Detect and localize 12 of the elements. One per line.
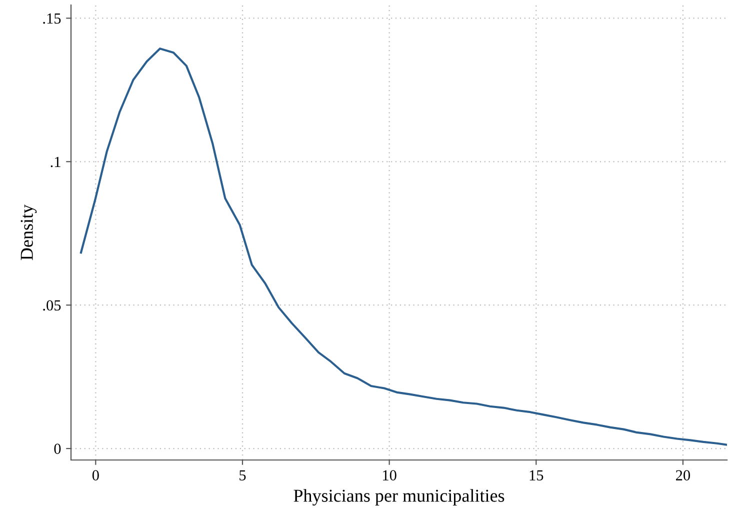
x-tick-label: 20 — [676, 470, 690, 480]
x-tick-label: 10 — [383, 470, 396, 480]
y-tick-label: 0 — [54, 444, 61, 454]
x-axis-title: Physicians per municipalities — [294, 489, 504, 506]
y-tick-label: .1 — [50, 156, 60, 168]
line-series — [80, 48, 727, 446]
x-tick-label: 0 — [92, 470, 99, 480]
x-tick-label: 5 — [240, 470, 246, 480]
x-tick-label: 15 — [530, 470, 544, 480]
y-axis-title: Density — [20, 204, 37, 260]
y-tick-label: .05 — [43, 300, 61, 311]
y-tick-label: .15 — [43, 13, 61, 24]
